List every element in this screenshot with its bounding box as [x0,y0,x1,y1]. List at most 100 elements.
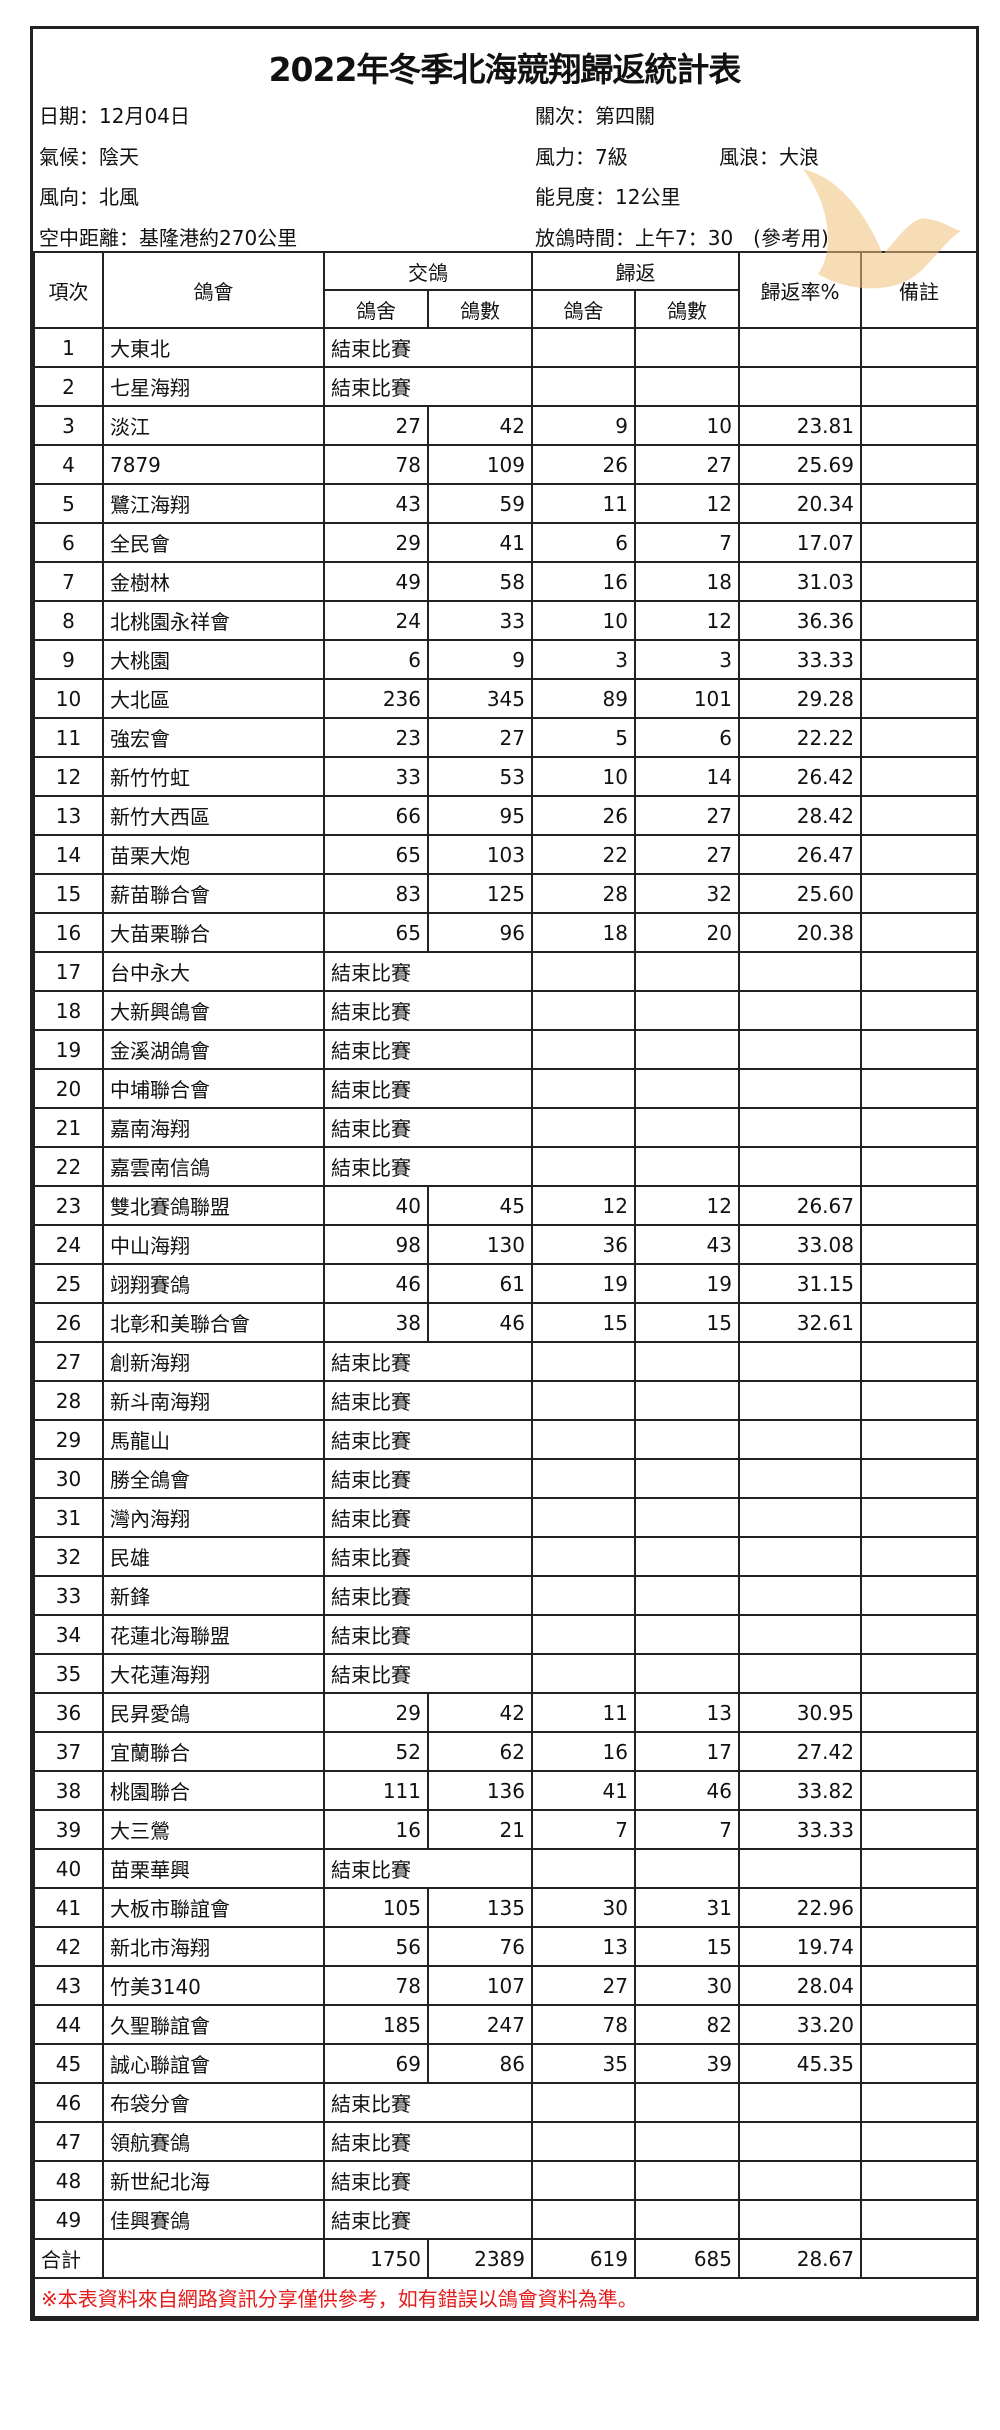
club-name: 新斗南海翔 [102,1380,325,1421]
return-rate: 29.28 [738,678,862,719]
club-name: 佳興賽鴿 [102,2199,325,2240]
club-name: 七星海翔 [102,366,325,407]
row-number: 32 [33,1536,104,1577]
club-name: 大花蓮海翔 [102,1653,325,1694]
footnote: ※本表資料來自網路資訊分享僅供參考，如有錯誤以鴿會資料為準。 [33,2277,978,2318]
club-name: 中埔聯合會 [102,1068,325,1109]
row-number: 14 [33,834,104,875]
returned-lofts: 16 [531,1731,636,1772]
club-name: 大東北 [102,327,325,368]
sent-lofts: 69 [323,2043,429,2084]
sent-lofts: 105 [323,1887,429,1928]
returned-lofts [531,327,636,368]
status-ended: 結束比賽 [323,2121,533,2162]
returned-birds: 3 [634,639,740,680]
returned-lofts: 10 [531,756,636,797]
remarks [860,756,978,797]
table-row: 48 新世紀北海 結束比賽 [33,2160,978,2201]
row-number: 12 [33,756,104,797]
remarks [860,483,978,524]
status-ended: 結束比賽 [323,1614,533,1655]
remarks [860,561,978,602]
total-rate: 28.67 [738,2238,862,2279]
table-row: 31 灣內海翔 結束比賽 [33,1497,978,1538]
club-name: 翊翔賽鴿 [102,1263,325,1304]
returned-birds [634,1341,740,1382]
info-wind-force: 風力：7級 [535,145,628,169]
returned-birds: 7 [634,1809,740,1850]
sent-lofts: 66 [323,795,429,836]
table-row: 47 領航賽鴿 結束比賽 [33,2121,978,2162]
returned-birds: 15 [634,1926,740,1967]
row-number: 1 [33,327,104,368]
remarks [860,717,978,758]
club-name: 民昇愛鴿 [102,1692,325,1733]
row-number: 46 [33,2082,104,2123]
remarks [860,951,978,992]
status-ended: 結束比賽 [323,1536,533,1577]
results-table: 項次 鴿會 交鴿 歸返 歸返率% 備註 鴿舍 鴿數 鴿舍 鴿數 1 大東北 結束比賽… [33,251,978,2318]
table-row: 12 新竹竹虹 33 53 10 14 26.42 [33,756,978,797]
return-rate [738,2121,862,2162]
club-name: 新竹大西區 [102,795,325,836]
returned-birds [634,1458,740,1499]
returned-lofts: 78 [531,2004,636,2045]
table-row: 5 鷺江海翔 43 59 11 12 20.34 [33,483,978,524]
remarks [860,1614,978,1655]
remarks [860,795,978,836]
sent-birds: 86 [427,2043,533,2084]
status-ended: 結束比賽 [323,1029,533,1070]
table-row: 9 大桃園 6 9 3 3 33.33 [33,639,978,680]
returned-lofts [531,1146,636,1187]
returned-lofts [531,1107,636,1148]
club-name: 金樹林 [102,561,325,602]
returned-birds: 12 [634,1185,740,1226]
returned-birds [634,1653,740,1694]
returned-birds [634,1614,740,1655]
returned-lofts [531,2121,636,2162]
remarks [860,1419,978,1460]
row-number: 42 [33,1926,104,1967]
row-number: 8 [33,600,104,641]
returned-birds: 13 [634,1692,740,1733]
returned-lofts [531,366,636,407]
remarks [860,1692,978,1733]
table-body: 1 大東北 結束比賽 2 七星海翔 結束比賽 3 淡江 27 42 9 10 23.81 4 7879 78 1… [33,327,978,2240]
club-name: 大桃園 [102,639,325,680]
row-number: 18 [33,990,104,1031]
table-row: 30 勝全鴿會 結束比賽 [33,1458,978,1499]
sent-lofts: 43 [323,483,429,524]
returned-lofts: 89 [531,678,636,719]
header-no: 項次 [33,251,104,329]
returned-lofts: 13 [531,1926,636,1967]
returned-birds [634,2160,740,2201]
table-row: 28 新斗南海翔 結束比賽 [33,1380,978,1421]
remarks [860,1380,978,1421]
return-rate [738,951,862,992]
sent-lofts: 46 [323,1263,429,1304]
returned-lofts: 19 [531,1263,636,1304]
row-number: 45 [33,2043,104,2084]
remarks [860,366,978,407]
returned-birds [634,327,740,368]
return-rate: 22.22 [738,717,862,758]
sent-birds: 53 [427,756,533,797]
club-name: 領航賽鴿 [102,2121,325,2162]
club-name: 淡江 [102,405,325,446]
sent-lofts: 111 [323,1770,429,1811]
table-row: 8 北桃園永祥會 24 33 10 12 36.36 [33,600,978,641]
table-row: 46 布袋分會 結束比賽 [33,2082,978,2123]
table-row: 18 大新興鴿會 結束比賽 [33,990,978,1031]
sent-birds: 107 [427,1965,533,2006]
status-ended: 結束比賽 [323,1341,533,1382]
returned-lofts: 28 [531,873,636,914]
sent-birds: 42 [427,405,533,446]
club-name: 布袋分會 [102,2082,325,2123]
returned-birds [634,990,740,1031]
returned-birds: 18 [634,561,740,602]
return-rate: 17.07 [738,522,862,563]
return-rate [738,1068,862,1109]
return-rate [738,1029,862,1070]
returned-birds: 39 [634,2043,740,2084]
return-rate: 31.15 [738,1263,862,1304]
